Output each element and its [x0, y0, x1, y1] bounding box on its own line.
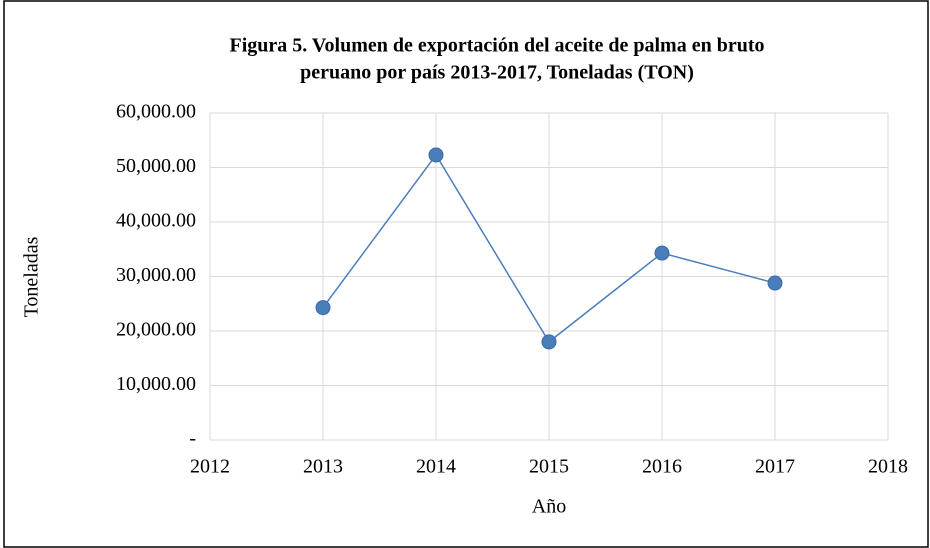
y-tick-label: -	[189, 428, 196, 450]
marker	[315, 300, 331, 316]
x-tick-label: 2017	[755, 456, 795, 478]
marker	[541, 334, 557, 350]
y-tick-label: 60,000.00	[116, 101, 196, 123]
y-tick-label: 10,000.00	[116, 373, 196, 395]
y-axis-label: Toneladas	[21, 236, 43, 317]
x-tick-label: 2015	[529, 456, 569, 478]
chart-title: Figura 5. Volumen de exportación del ace…	[230, 35, 765, 57]
marker	[428, 147, 444, 163]
x-tick-label: 2018	[868, 456, 908, 478]
x-tick-label: 2016	[642, 456, 682, 478]
marker	[767, 275, 783, 291]
y-tick-label: 50,000.00	[116, 155, 196, 177]
y-tick-label: 40,000.00	[116, 210, 196, 232]
chart-title: peruano por país 2013-2017, Toneladas (T…	[300, 62, 694, 84]
x-tick-label: 2013	[303, 456, 343, 478]
x-tick-label: 2014	[416, 456, 456, 478]
marker	[654, 245, 670, 261]
chart-frame	[3, 0, 929, 548]
x-tick-label: 2012	[190, 456, 230, 478]
y-tick-label: 20,000.00	[116, 319, 196, 341]
x-axis-label: Año	[532, 496, 566, 518]
y-tick-label: 30,000.00	[116, 264, 196, 286]
